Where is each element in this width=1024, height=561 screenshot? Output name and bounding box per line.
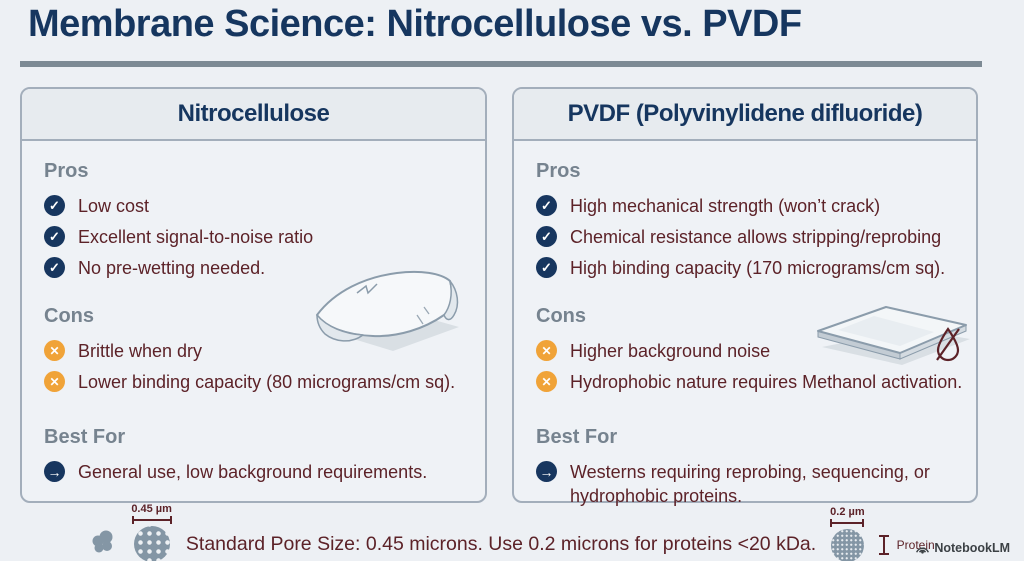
watermark-label: NotebookLM <box>934 541 1010 555</box>
list-item: → General use, low background requiremen… <box>44 459 477 490</box>
item-text: Higher background noise <box>570 341 771 361</box>
arrow-circle-icon: → <box>536 461 557 482</box>
pore-02-group: 0.2 µm <box>830 506 865 561</box>
item-text: Lower binding capacity (80 micrograms/cm… <box>78 372 456 392</box>
x-circle-icon: ✕ <box>44 371 65 392</box>
item-text: High binding capacity (170 micrograms/cm… <box>570 258 946 278</box>
title-divider <box>20 61 982 67</box>
card-body: Pros ✓ High mechanical strength (won’t c… <box>514 141 976 508</box>
watermark: NotebookLM <box>915 541 1010 555</box>
section-best-for: Best For → Westerns requiring reprobing,… <box>536 423 968 508</box>
check-circle-icon: ✓ <box>536 226 557 247</box>
membrane-pore-02-icon <box>830 529 864 561</box>
list-item: ✓ Chemical resistance allows stripping/r… <box>536 224 968 255</box>
x-circle-icon: ✕ <box>44 340 65 361</box>
list-item: ✕ Hydrophobic nature requires Methanol a… <box>536 369 968 400</box>
item-text: High mechanical strength (won’t crack) <box>570 196 881 216</box>
section-heading: Best For <box>44 426 126 448</box>
flat-membrane-illustration <box>817 306 970 365</box>
card-header: Nitrocellulose <box>22 89 485 141</box>
list-item: ✓ High mechanical strength (won’t crack) <box>536 193 968 224</box>
list-item: → Westerns requiring reprobing, sequenci… <box>536 459 968 508</box>
item-text: Brittle when dry <box>78 341 203 361</box>
check-circle-icon: ✓ <box>44 195 65 216</box>
list-item: ✕ Higher background noise <box>536 338 968 369</box>
protein-blob-icon <box>89 528 117 561</box>
notebooklm-logo-icon <box>916 547 930 554</box>
item-text: Chemical resistance allows stripping/rep… <box>570 227 942 247</box>
card-title: PVDF (Polyvinylidene difluoride) <box>567 100 923 127</box>
check-circle-icon: ✓ <box>536 195 557 216</box>
check-circle-icon: ✓ <box>44 226 65 247</box>
measure-bracket-icon <box>830 519 865 527</box>
section-heading: Best For <box>536 426 618 448</box>
list-item: ✓ No pre-wetting needed. <box>44 255 477 286</box>
footer-text: Standard Pore Size: 0.45 microns. Use 0.… <box>185 533 817 555</box>
size-ibeam-icon <box>878 535 889 555</box>
measure-bracket-icon <box>131 516 172 524</box>
pore-045-group: 0.45 µm <box>131 503 172 561</box>
section-cons: Cons ✕ Brittle when dry ✕ Lower binding … <box>44 302 477 407</box>
pore-02-label: 0.2 µm <box>830 506 865 518</box>
check-circle-icon: ✓ <box>44 257 65 278</box>
footer-pore-size: 0.45 µm Standard Pore Size: 0.45 microns… <box>0 503 1024 561</box>
section-cons: Cons ✕ Higher background noise ✕ Hydroph… <box>536 302 968 407</box>
membrane-pore-045-icon <box>133 526 170 561</box>
x-circle-icon: ✕ <box>536 371 557 392</box>
list-item: ✓ Low cost <box>44 193 477 224</box>
section-heading: Pros <box>536 160 581 182</box>
section-pros: Pros ✓ Low cost ✓ Excellent signal-to-no… <box>44 157 477 286</box>
item-text: Excellent signal-to-noise ratio <box>78 227 314 247</box>
list-item: ✓ Excellent signal-to-noise ratio <box>44 224 477 255</box>
item-text: Hydrophobic nature requires Methanol act… <box>570 372 963 392</box>
crumpled-membrane-illustration <box>316 270 459 351</box>
card-title: Nitrocellulose <box>177 100 330 127</box>
section-heading: Cons <box>44 305 94 327</box>
no-water-droplet-icon <box>936 327 960 362</box>
card-pvdf: PVDF (Polyvinylidene difluoride) Pros ✓ … <box>512 87 978 506</box>
section-heading: Cons <box>536 305 586 327</box>
list-item: ✕ Lower binding capacity (80 micrograms/… <box>44 369 477 400</box>
section-best-for: Best For → General use, low background r… <box>44 423 477 490</box>
item-text: General use, low background requirements… <box>78 462 428 482</box>
item-text: Low cost <box>78 196 150 216</box>
card-header: PVDF (Polyvinylidene difluoride) <box>514 89 976 141</box>
list-item: ✓ High binding capacity (170 micrograms/… <box>536 255 968 286</box>
arrow-circle-icon: → <box>44 461 65 482</box>
section-pros: Pros ✓ High mechanical strength (won’t c… <box>536 157 968 286</box>
list-item: ✕ Brittle when dry <box>44 338 477 369</box>
pore-045-label: 0.45 µm <box>131 503 172 515</box>
card-body: Pros ✓ Low cost ✓ Excellent signal-to-no… <box>22 141 485 490</box>
check-circle-icon: ✓ <box>536 257 557 278</box>
item-text: Westerns requiring reprobing, sequencing… <box>570 462 930 506</box>
section-heading: Pros <box>44 160 89 182</box>
item-text: No pre-wetting needed. <box>78 258 266 278</box>
page-title: Membrane Science: Nitrocellulose vs. PVD… <box>28 3 802 45</box>
x-circle-icon: ✕ <box>536 340 557 361</box>
card-nitrocellulose: Nitrocellulose Pros ✓ Low cost ✓ Excelle… <box>20 87 487 503</box>
